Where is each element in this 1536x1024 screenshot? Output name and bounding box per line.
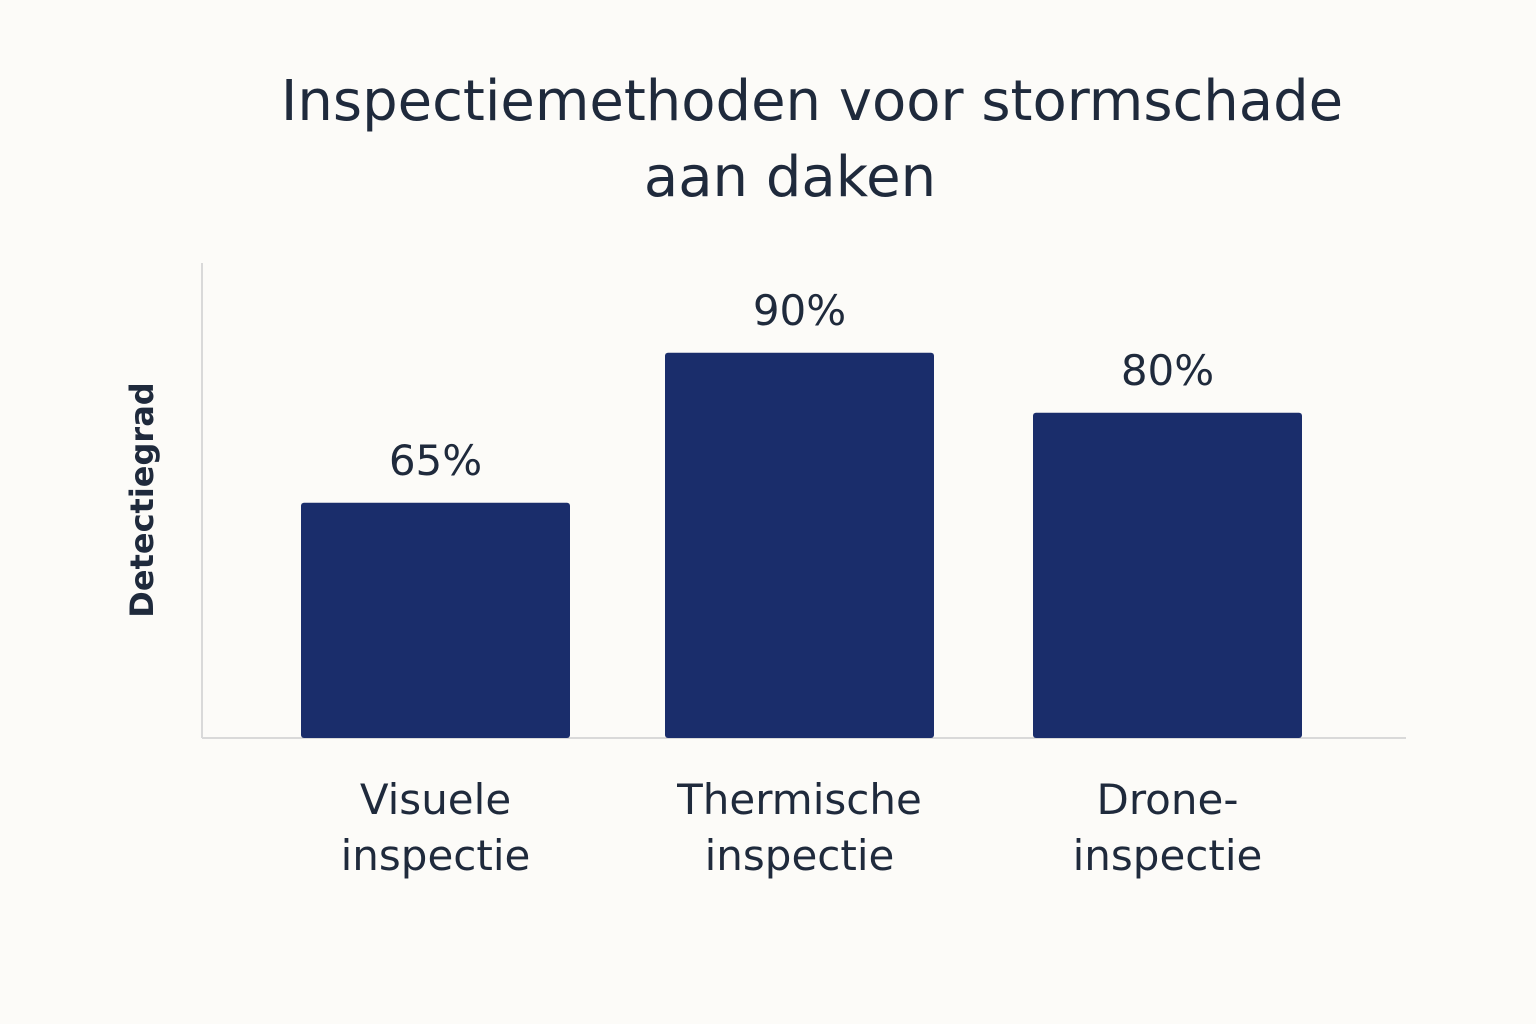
bar-1 xyxy=(301,502,570,738)
category-label-2-line-2: inspectie xyxy=(705,831,895,880)
value-label-2: 90% xyxy=(753,286,846,335)
category-label-3-line-2: inspectie xyxy=(1073,831,1263,880)
bar-2 xyxy=(665,352,934,738)
category-label-1-line-1: Visuele xyxy=(360,775,511,824)
category-label-1-line-2: inspectie xyxy=(341,831,531,880)
category-label-3-line-1: Drone- xyxy=(1097,775,1239,824)
bar-3 xyxy=(1033,412,1302,738)
category-label-2-line-1: Thermische xyxy=(676,775,922,824)
value-label-1: 65% xyxy=(389,436,482,485)
value-label-3: 80% xyxy=(1121,346,1214,395)
chart-title-line-1: Inspectiemethoden voor stormschade xyxy=(281,69,1343,134)
y-axis-label: Detectiegrad xyxy=(123,382,161,617)
chart-title-line-2: aan daken xyxy=(644,145,936,210)
